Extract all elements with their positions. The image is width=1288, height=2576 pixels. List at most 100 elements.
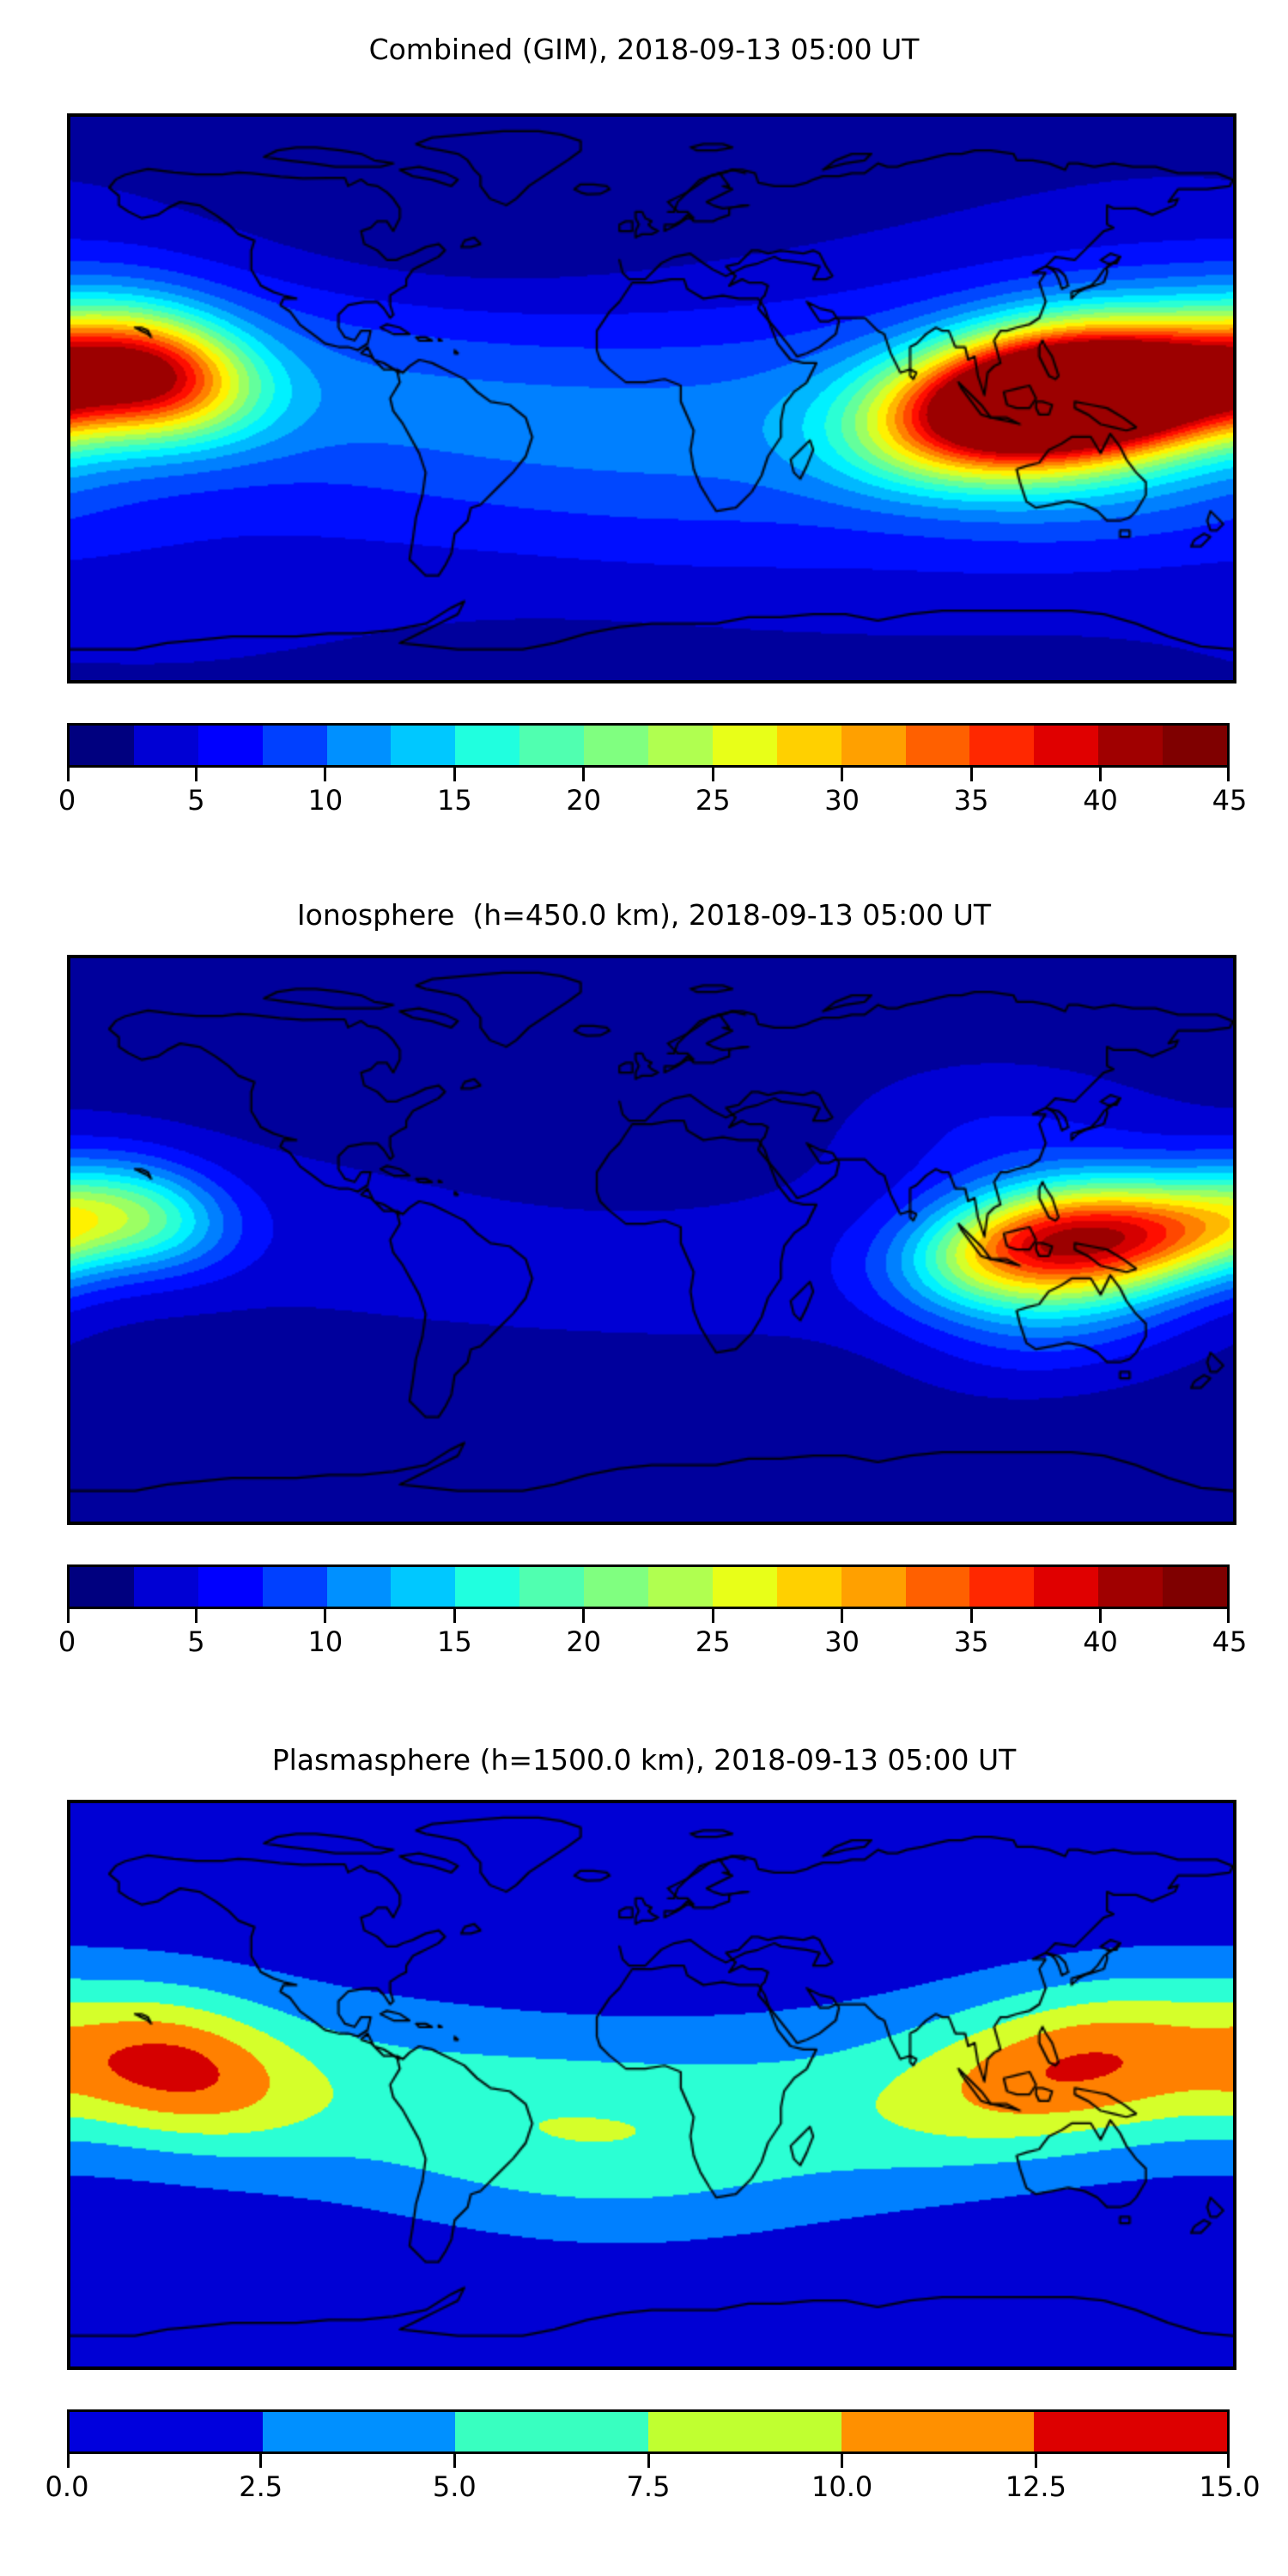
colorbar-tick-label: 45 xyxy=(1212,1625,1248,1658)
colorbar-tick xyxy=(67,768,70,781)
colorbar-tick-label: 15 xyxy=(436,784,472,817)
colorbar-tick xyxy=(841,768,844,781)
map-plasmasphere xyxy=(67,1800,1236,2370)
colorbar-tick xyxy=(1227,2454,1230,2468)
colorbar-tick-label: 40 xyxy=(1083,1625,1118,1658)
colorbar-ionosphere: 0 5 10 15 20 25 30 35 40 45 xyxy=(58,1564,1248,1661)
colorbar-tick xyxy=(841,2454,844,2468)
colorbar-tick xyxy=(1227,768,1230,781)
colorbar-band xyxy=(648,726,713,765)
colorbar-band xyxy=(648,1567,713,1607)
colorbar-tick xyxy=(969,768,973,781)
colorbar-tick xyxy=(453,1609,456,1623)
colorbar-band xyxy=(133,726,198,765)
colorbar-tick-label: 0 xyxy=(58,784,76,817)
colorbar-tick-label: 10 xyxy=(307,1625,343,1658)
colorbar-band xyxy=(70,2412,263,2451)
colorbar-band xyxy=(262,726,327,765)
colorbar-gradient xyxy=(67,1564,1230,1609)
colorbar-tick-labels: 0.0 2.5 5.0 7.5 10.0 12.5 15.0 xyxy=(46,2468,1261,2506)
colorbar-band xyxy=(455,726,520,765)
colorbar-tick xyxy=(194,1609,197,1623)
colorbar-tick-label: 35 xyxy=(953,1625,989,1658)
colorbar-band xyxy=(197,726,263,765)
colorbar-band xyxy=(841,726,906,765)
colorbar-band xyxy=(1034,2412,1228,2451)
colorbar-band xyxy=(776,726,841,765)
colorbar-band xyxy=(133,1567,198,1607)
colorbar-tick-label: 5.0 xyxy=(432,2470,477,2503)
colorbar-band xyxy=(712,1567,777,1607)
colorbar-gradient xyxy=(67,723,1230,768)
colorbar-band xyxy=(841,1567,906,1607)
colorbar-tick-label: 0 xyxy=(58,1625,76,1658)
colorbar-tick xyxy=(67,2454,70,2468)
colorbar-band xyxy=(1034,726,1099,765)
colorbar-tick xyxy=(711,768,714,781)
colorbar-tick xyxy=(582,1609,586,1623)
colorbar-tick-label: 25 xyxy=(695,784,731,817)
colorbar-tick xyxy=(1099,1609,1103,1623)
colorbar-band xyxy=(1163,726,1228,765)
colorbar-tick xyxy=(324,768,327,781)
colorbar-tick xyxy=(67,1609,70,1623)
colorbar-band xyxy=(776,1567,841,1607)
colorbar-gradient xyxy=(67,2409,1230,2454)
colorbar-tick-label: 25 xyxy=(695,1625,731,1658)
map-canvas xyxy=(70,958,1233,1522)
colorbar-band xyxy=(519,1567,585,1607)
colorbar-tick xyxy=(1099,768,1103,781)
colorbar-ticks xyxy=(67,2454,1230,2468)
colorbar-tick-label: 0.0 xyxy=(45,2470,89,2503)
colorbar-tick-label: 12.5 xyxy=(1005,2470,1066,2503)
colorbar-tick-label: 2.5 xyxy=(239,2470,283,2503)
colorbar-tick xyxy=(324,1609,327,1623)
colorbar-tick xyxy=(647,2454,650,2468)
colorbar-tick-label: 20 xyxy=(566,1625,602,1658)
colorbar-band xyxy=(519,726,585,765)
colorbar-band xyxy=(1098,1567,1163,1607)
colorbar-tick-label: 5 xyxy=(187,1625,205,1658)
colorbar-tick-label: 40 xyxy=(1083,784,1118,817)
map-canvas xyxy=(70,117,1233,680)
colorbar-tick-label: 45 xyxy=(1212,784,1248,817)
colorbar-tick-label: 10.0 xyxy=(811,2470,873,2503)
colorbar-tick-label: 30 xyxy=(824,1625,860,1658)
colorbar-band xyxy=(197,1567,263,1607)
page-title: Plasmasphere (h=1500.0 km), 2018-09-13 0… xyxy=(271,1743,1017,1777)
colorbar-band xyxy=(969,726,1035,765)
colorbar-band xyxy=(262,1567,327,1607)
page-title: Ionosphere (h=450.0 km), 2018-09-13 05:0… xyxy=(296,898,992,932)
colorbar-band xyxy=(391,726,456,765)
colorbar-tick-label: 15.0 xyxy=(1199,2470,1261,2503)
colorbar-band xyxy=(326,726,392,765)
colorbar-plasmasphere: 0.0 2.5 5.0 7.5 10.0 12.5 15.0 xyxy=(46,2409,1261,2506)
colorbar-tick xyxy=(259,2454,263,2468)
colorbar-tick xyxy=(841,1609,844,1623)
colorbar-tick xyxy=(453,768,456,781)
colorbar-tick-labels: 0 5 10 15 20 25 30 35 40 45 xyxy=(58,781,1248,819)
colorbar-band xyxy=(841,2412,1035,2451)
colorbar-tick-label: 30 xyxy=(824,784,860,817)
colorbar-tick xyxy=(194,768,197,781)
colorbar-combined-gim: 0 5 10 15 20 25 30 35 40 45 xyxy=(58,723,1248,819)
colorbar-band xyxy=(455,2412,649,2451)
colorbar-tick xyxy=(582,768,586,781)
colorbar-band xyxy=(1034,1567,1099,1607)
map-ionosphere xyxy=(67,955,1236,1525)
colorbar-band xyxy=(648,2412,841,2451)
colorbar-band xyxy=(1098,726,1163,765)
colorbar-tick-labels: 0 5 10 15 20 25 30 35 40 45 xyxy=(58,1623,1248,1661)
colorbar-tick-label: 20 xyxy=(566,784,602,817)
colorbar-tick-label: 10 xyxy=(307,784,343,817)
colorbar-band xyxy=(584,726,649,765)
colorbar-ticks xyxy=(67,768,1230,781)
colorbar-tick-label: 15 xyxy=(436,1625,472,1658)
colorbar-tick xyxy=(453,2454,456,2468)
colorbar-band xyxy=(712,726,777,765)
colorbar-tick xyxy=(711,1609,714,1623)
colorbar-band xyxy=(1163,1567,1228,1607)
colorbar-tick-label: 7.5 xyxy=(626,2470,671,2503)
colorbar-band xyxy=(969,1567,1035,1607)
